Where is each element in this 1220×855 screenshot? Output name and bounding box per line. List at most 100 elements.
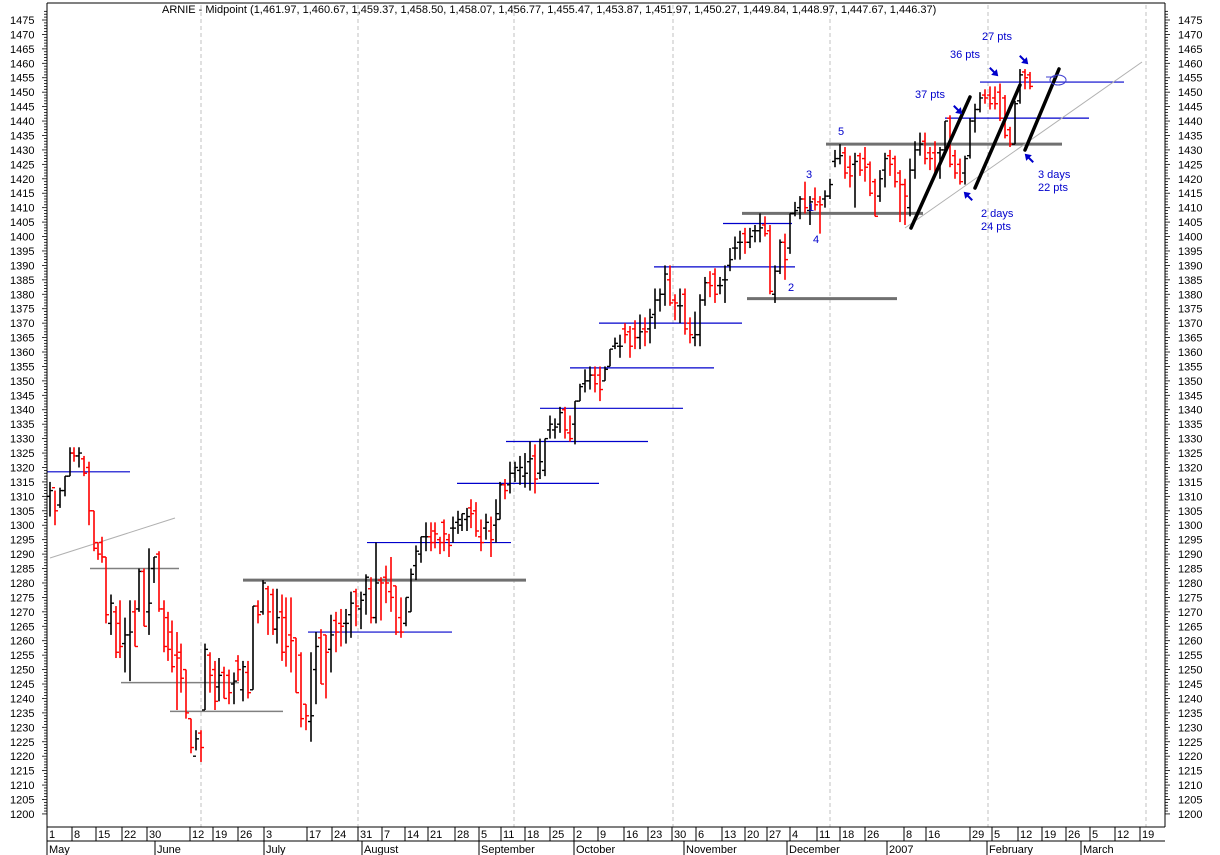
thin-trendline xyxy=(49,517,176,559)
ohlc-bar xyxy=(91,510,97,552)
y-tick-label: 1280 xyxy=(1178,578,1202,590)
annotation-label: 5 xyxy=(838,126,844,138)
y-tick-label: 1445 xyxy=(1178,102,1202,114)
arrow-icon xyxy=(1024,153,1034,163)
y-tick-label: 1430 xyxy=(1178,145,1202,157)
ohlc-bar xyxy=(732,236,738,260)
y-tick-label: 1200 xyxy=(1178,809,1202,821)
y-tick-label: 1340 xyxy=(10,405,34,417)
y-tick-label: 1465 xyxy=(10,44,34,56)
annotation-label: 24 pts xyxy=(981,221,1011,233)
ohlc-bar xyxy=(977,92,983,113)
y-tick-label: 1320 xyxy=(1178,462,1202,474)
ohlc-bar xyxy=(212,660,218,710)
y-tick-label: 1330 xyxy=(1178,434,1202,446)
ohlc-bar xyxy=(887,149,893,176)
month-tick-label: 2007 xyxy=(889,844,913,855)
day-tick-label: 16 xyxy=(626,829,638,841)
ohlc-bar xyxy=(812,187,818,211)
ohlc-bar xyxy=(493,499,499,543)
ohlc-bar xyxy=(122,617,128,673)
ohlc-bar xyxy=(432,522,438,549)
y-tick-label: 1420 xyxy=(10,174,34,186)
arrow-head xyxy=(991,69,999,77)
ohlc-bar xyxy=(607,348,613,368)
thin-trendline xyxy=(904,61,1143,229)
ohlc-bar xyxy=(577,383,583,402)
ohlc-bar xyxy=(1012,100,1018,145)
y-tick-label: 1315 xyxy=(1178,477,1202,489)
ohlc-bar xyxy=(902,178,908,225)
month-tick-label: July xyxy=(266,844,286,855)
y-tick-label: 1275 xyxy=(10,592,34,604)
ohlc-bar xyxy=(1022,69,1028,90)
day-tick-label: 29 xyxy=(972,829,984,841)
ohlc-bar xyxy=(647,308,653,344)
hand-palm xyxy=(1049,74,1067,86)
ohlc-bar xyxy=(260,580,266,615)
y-tick-label: 1335 xyxy=(10,419,34,431)
y-tick-label: 1225 xyxy=(1178,737,1202,749)
ohlc-bar xyxy=(398,597,404,638)
ohlc-bar xyxy=(882,152,888,188)
arrow-icon xyxy=(963,191,973,201)
ohlc-bar xyxy=(572,400,578,445)
ohlc-bar xyxy=(547,415,553,439)
ohlc-bar xyxy=(862,147,868,182)
y-tick-label: 1300 xyxy=(1178,520,1202,532)
month-gridlines xyxy=(200,5,1147,827)
day-tick-label: 5 xyxy=(481,829,487,841)
ohlc-bar xyxy=(767,224,773,295)
month-tick-label: March xyxy=(1083,844,1114,855)
ohlc-bar xyxy=(757,213,763,243)
ohlc-bar xyxy=(245,660,251,699)
ohlc-bar xyxy=(817,196,823,234)
ohlc-bar xyxy=(562,406,568,439)
ohlc-bar xyxy=(587,366,593,390)
ohlc-bar xyxy=(852,152,858,208)
day-tick-label: 8 xyxy=(906,829,912,841)
day-tick-label: 28 xyxy=(457,829,469,841)
ohlc-bar xyxy=(298,652,304,728)
ohlc-bar xyxy=(922,132,928,165)
ohlc-bar xyxy=(333,611,339,653)
y-tick-label: 1310 xyxy=(10,491,34,503)
day-tick-label: 23 xyxy=(650,829,662,841)
ohlc-bar xyxy=(441,519,447,552)
y-tick-label: 1270 xyxy=(1178,607,1202,619)
ohlc-bar xyxy=(358,591,364,630)
day-tick-label: 17 xyxy=(309,829,321,841)
y-tick-label: 1210 xyxy=(10,780,34,792)
arrow-head xyxy=(955,107,963,115)
ohlc-bar xyxy=(363,574,369,615)
ohlc-bar xyxy=(707,271,713,298)
ohlc-bar xyxy=(235,655,241,682)
y-tick-label: 1230 xyxy=(10,722,34,734)
ohlc-bar xyxy=(265,585,271,635)
y-tick-label: 1365 xyxy=(1178,333,1202,345)
day-tick-label: 9 xyxy=(600,829,606,841)
y-tick-label: 1290 xyxy=(10,549,34,561)
ohlc-bar xyxy=(522,453,528,488)
y-tick-label: 1200 xyxy=(10,809,34,821)
month-tick-label: June xyxy=(157,844,181,855)
day-tick-label: 27 xyxy=(769,829,781,841)
day-tick-label: 24 xyxy=(334,829,346,841)
y-tick-label: 1475 xyxy=(10,15,34,27)
ohlc-bar xyxy=(473,502,479,537)
pointer-hand-icon xyxy=(1046,74,1067,86)
day-tick-label: 7 xyxy=(384,829,390,841)
ohlc-bar xyxy=(328,614,334,673)
ohlc-bar xyxy=(717,276,723,295)
ohlc-bar xyxy=(697,294,703,347)
ohlc-bar xyxy=(169,620,175,673)
y-tick-label: 1475 xyxy=(1178,15,1202,27)
ohlc-bar xyxy=(146,548,152,635)
arrow-icon xyxy=(1019,55,1029,65)
day-tick-label: 11 xyxy=(819,829,830,841)
ohlc-bar xyxy=(428,522,434,552)
y-tick-label: 1375 xyxy=(1178,304,1202,316)
ohlc-bar xyxy=(488,516,494,557)
ohlc-bar xyxy=(348,591,354,638)
